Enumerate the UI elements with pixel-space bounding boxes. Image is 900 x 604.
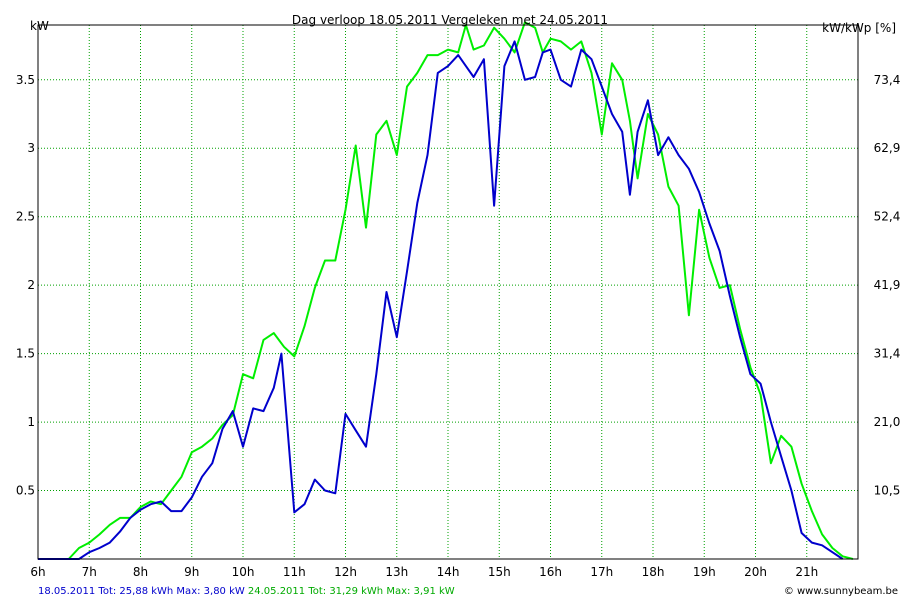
y-tick-label-left: 3 xyxy=(27,141,35,155)
x-tick-label: 17h xyxy=(590,565,613,579)
y-axis-right-label: kW/kWp [%] xyxy=(822,21,896,35)
x-tick-label: 16h xyxy=(539,565,562,579)
credit-text: © www.sunnybeam.be xyxy=(784,586,898,597)
grid xyxy=(38,25,858,559)
y-tick-label-left: 2.5 xyxy=(16,210,35,224)
series-line-2 xyxy=(38,21,854,560)
x-tick-label: 11h xyxy=(283,565,306,579)
y-tick-label-right: 41,9 xyxy=(874,278,900,292)
x-tick-label: 6h xyxy=(30,565,45,579)
y-tick-label-left: 0.5 xyxy=(16,484,35,498)
y-tick-label-right: 52,4 xyxy=(874,210,900,224)
x-tick-label: 15h xyxy=(488,565,511,579)
y-tick-label-right: 31,4 xyxy=(874,347,900,361)
y-tick-label-right: 10,5 xyxy=(874,484,900,498)
series-layer xyxy=(38,21,854,560)
y-tick-label-left: 3.5 xyxy=(16,73,35,87)
x-tick-label: 21h xyxy=(795,565,818,579)
y-tick-label-right: 62,9 xyxy=(874,141,900,155)
x-tick-label: 20h xyxy=(744,565,767,579)
y-tick-label-right: 21,0 xyxy=(874,415,900,429)
x-tick-label: 19h xyxy=(693,565,716,579)
legend-series-2: 24.05.2011 Tot: 31,29 kWh Max: 3,91 kW xyxy=(248,586,455,597)
x-tick-label: 18h xyxy=(642,565,665,579)
y-tick-label-left: 2 xyxy=(27,278,35,292)
legend-series-1: 18.05.2011 Tot: 25,88 kWh Max: 3,80 kW xyxy=(38,586,245,597)
series-line-1 xyxy=(38,40,844,560)
y-axis-left-label: kW xyxy=(30,19,49,33)
y-tick-label-left: 1.5 xyxy=(16,347,35,361)
x-tick-label: 12h xyxy=(334,565,357,579)
y-tick-label-left: 1 xyxy=(27,415,35,429)
axes: 6h 7h 8h 9h 10h 11h 12h 13h 14h 15h 16h 17h 18h 19h 20… xyxy=(16,73,900,579)
y-tick-label-right: 73,4 xyxy=(874,73,900,87)
x-tick-label: 7h xyxy=(82,565,97,579)
x-tick-label: 13h xyxy=(385,565,408,579)
plot-frame xyxy=(37,24,859,560)
x-tick-label: 14h xyxy=(437,565,460,579)
x-tick-label: 10h xyxy=(232,565,255,579)
x-tick-label: 8h xyxy=(133,565,148,579)
x-tick-label: 9h xyxy=(184,565,199,579)
chart-title: Dag verloop 18.05.2011 Vergeleken met 24… xyxy=(292,13,608,27)
